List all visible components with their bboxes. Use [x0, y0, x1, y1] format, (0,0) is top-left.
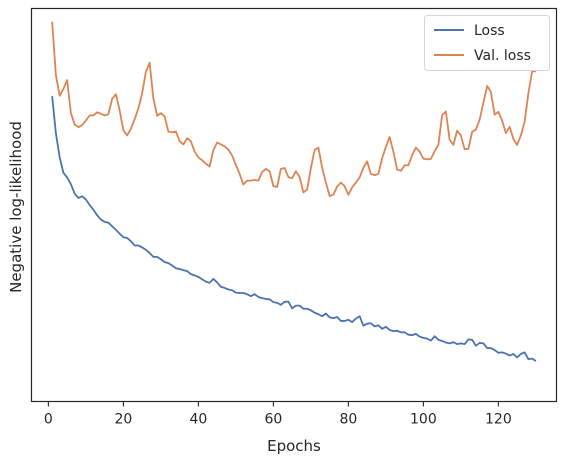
x-tick-label: 80 — [339, 412, 357, 428]
legend: Loss Val. loss — [424, 15, 550, 71]
plot-frame — [30, 7, 558, 403]
x-tick-label: 60 — [264, 412, 282, 428]
x-axis: 0 20 40 60 80 100 120 — [44, 401, 512, 428]
series-line-val-loss — [51, 21, 536, 197]
y-axis-label: Negative log-likelihood — [7, 121, 25, 293]
x-axis-label: Epochs — [267, 437, 321, 455]
legend-label-val-loss: Val. loss — [474, 48, 531, 64]
legend-label-loss: Loss — [474, 23, 505, 39]
plot-lines — [51, 21, 537, 362]
series-line-loss — [51, 96, 537, 362]
x-tick-label: 20 — [114, 412, 132, 428]
x-tick-label: 120 — [485, 412, 512, 428]
x-tick-label: 0 — [44, 412, 53, 428]
x-tick-label: 40 — [189, 412, 207, 428]
x-tick-label: 100 — [410, 412, 437, 428]
